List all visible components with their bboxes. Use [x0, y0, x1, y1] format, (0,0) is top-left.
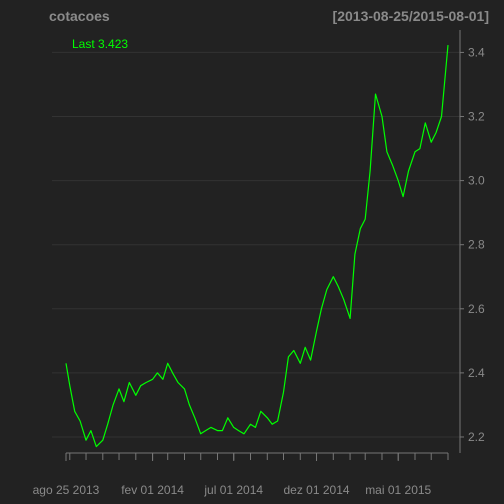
x-tick-label: ago 25 2013 — [33, 483, 100, 497]
last-value-label: Last 3.423 — [72, 37, 128, 51]
date-range-label: [2013-08-25/2015-08-01] — [333, 8, 489, 24]
y-tick-label: 3.2 — [468, 110, 485, 124]
y-tick-label: 2.6 — [468, 302, 485, 316]
x-tick-label: mai 01 2015 — [365, 483, 431, 497]
axes: 2.2 2.4 2.6 2.8 3.0 3.2 3.4 ago 25 2013 fev 01 2… — [33, 30, 485, 497]
x-tick-label: dez 01 2014 — [283, 483, 349, 497]
y-tick-label: 3.4 — [468, 45, 485, 59]
x-tick-label: fev 01 2014 — [121, 483, 184, 497]
series-group — [65, 45, 449, 448]
chart-title: cotacoes — [49, 8, 110, 24]
grid-lines — [52, 51, 460, 438]
y-tick-label: 2.4 — [468, 366, 485, 380]
y-tick-label: 3.0 — [468, 174, 485, 188]
series-line — [65, 45, 449, 448]
x-tick-label: jul 01 2014 — [203, 483, 263, 497]
y-tick-label: 2.2 — [468, 430, 485, 444]
y-tick-label: 2.8 — [468, 238, 485, 252]
